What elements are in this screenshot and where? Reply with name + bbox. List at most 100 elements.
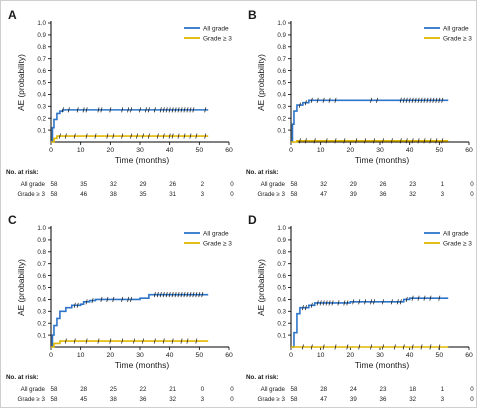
censor-mark xyxy=(390,138,393,144)
risk-count: 47 xyxy=(320,396,327,403)
censor-mark xyxy=(192,292,195,298)
censor-mark xyxy=(429,97,432,103)
censor-mark xyxy=(156,133,159,139)
censor-mark xyxy=(171,338,174,344)
legend-entry: Grade ≥ 3 xyxy=(203,240,232,247)
censor-mark xyxy=(411,97,414,103)
series-grade-3-plus xyxy=(291,344,449,350)
y-tick-label: 0.1 xyxy=(37,332,46,339)
risk-table: No. at risk: All grade 58 28 24 23 18 1 0 Grade ≥… xyxy=(246,374,474,403)
censor-mark xyxy=(76,107,79,113)
censor-mark xyxy=(310,97,313,103)
risk-count: 38 xyxy=(110,396,117,403)
risk-count: 1 xyxy=(441,181,445,188)
censor-mark xyxy=(130,133,133,139)
censor-mark xyxy=(310,344,313,350)
censor-mark xyxy=(346,300,349,306)
censor-mark xyxy=(121,296,124,302)
censor-mark xyxy=(100,107,103,113)
censor-mark xyxy=(171,292,174,298)
censor-mark xyxy=(192,107,195,113)
x-tick-label: 30 xyxy=(376,147,384,154)
panel-label: D xyxy=(248,213,257,227)
risk-table: No. at risk: All grade 58 35 32 29 26 2 0 Grade ≥… xyxy=(6,169,234,198)
y-tick-label: 0.1 xyxy=(277,127,286,134)
censor-mark xyxy=(85,133,88,139)
censor-mark xyxy=(142,338,144,344)
censor-mark xyxy=(133,338,136,344)
y-tick-label: 1.0 xyxy=(277,225,286,232)
censor-mark xyxy=(180,292,183,298)
y-tick-label: 0.9 xyxy=(277,32,286,39)
risk-count: 26 xyxy=(380,181,387,188)
censor-mark xyxy=(390,299,393,305)
y-tick-label: 0.8 xyxy=(37,249,46,256)
panel-label: C xyxy=(8,213,17,227)
risk-row-label: All grade xyxy=(261,181,286,188)
risk-count: 29 xyxy=(350,181,357,188)
censor-mark xyxy=(441,97,444,103)
censor-mark xyxy=(313,138,316,144)
censor-mark xyxy=(85,299,88,305)
risk-table-title: No. at risk: xyxy=(6,374,39,381)
censor-mark xyxy=(382,344,384,350)
censor-mark xyxy=(174,107,177,113)
survival-step-line xyxy=(51,135,209,143)
censor-mark xyxy=(195,292,198,298)
y-tick-label: 0.9 xyxy=(37,32,46,39)
censor-mark xyxy=(204,133,207,139)
y-tick-label: 0.9 xyxy=(37,237,46,244)
risk-row-label: Grade ≥ 3 xyxy=(18,396,46,403)
risk-count: 0 xyxy=(230,396,234,403)
risk-row-label: All grade xyxy=(21,181,46,188)
censor-mark xyxy=(162,133,165,139)
legend-entry: Grade ≥ 3 xyxy=(203,35,232,42)
censor-mark xyxy=(376,97,378,103)
x-tick-label: 30 xyxy=(376,352,384,359)
censor-mark xyxy=(153,107,156,113)
censor-mark xyxy=(177,133,180,139)
censor-mark xyxy=(109,338,112,344)
censor-mark xyxy=(358,344,361,350)
x-tick-label: 20 xyxy=(347,147,355,154)
risk-count: 39 xyxy=(350,191,357,198)
risk-count: 3 xyxy=(441,396,445,403)
censor-mark xyxy=(121,338,124,344)
censor-mark xyxy=(322,344,325,350)
y-tick-label: 0.7 xyxy=(277,261,286,268)
risk-row-label: Grade ≥ 3 xyxy=(258,396,286,403)
censor-mark xyxy=(67,107,70,113)
censor-mark xyxy=(73,133,76,139)
censor-mark xyxy=(153,338,156,344)
risk-count: 58 xyxy=(291,191,298,198)
censor-mark xyxy=(429,295,432,301)
risk-count: 58 xyxy=(291,181,298,188)
censor-mark xyxy=(153,292,156,298)
censor-mark xyxy=(177,292,180,298)
y-axis-label: AE (probability) xyxy=(256,54,266,111)
censor-mark xyxy=(139,107,141,113)
censor-mark xyxy=(304,100,307,106)
y-tick-label: 0.6 xyxy=(37,68,46,75)
censor-mark xyxy=(423,295,426,301)
x-tick-label: 10 xyxy=(317,352,325,359)
risk-count: 23 xyxy=(380,386,387,393)
censor-mark xyxy=(85,338,88,344)
y-tick-label: 0.2 xyxy=(37,115,46,122)
risk-count: 24 xyxy=(350,386,357,393)
risk-count: 58 xyxy=(51,396,58,403)
risk-count: 3 xyxy=(441,191,445,198)
x-tick-label: 40 xyxy=(166,352,174,359)
y-tick-label: 0.9 xyxy=(277,237,286,244)
y-tick-label: 0.6 xyxy=(277,68,286,75)
censor-mark xyxy=(189,292,192,298)
y-tick-label: 0.3 xyxy=(37,104,46,111)
survival-step-line xyxy=(51,340,209,348)
x-axis-label: Time (months) xyxy=(115,155,170,165)
censor-mark xyxy=(177,107,180,113)
censor-mark xyxy=(316,97,319,103)
censor-mark xyxy=(165,107,168,113)
censor-mark xyxy=(127,107,130,113)
risk-table-title: No. at risk: xyxy=(6,169,39,176)
